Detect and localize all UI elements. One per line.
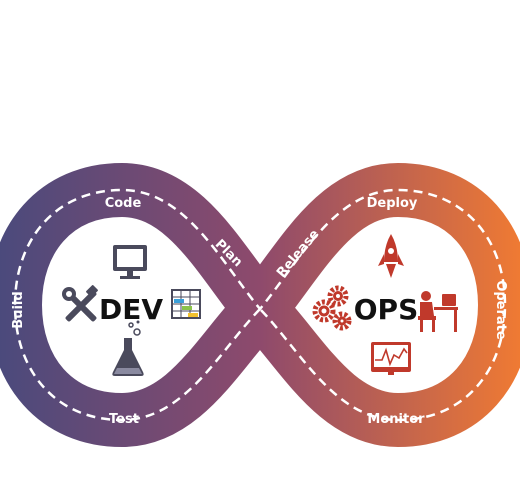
stage-label-code: Code [105,196,142,211]
flask-icon [112,320,144,376]
rocket-icon [378,234,404,278]
stage-label-operate: Operate [493,280,508,340]
gears-icon [312,285,352,331]
ops-title: OPS [354,293,419,326]
dev-title: DEV [99,293,163,326]
stage-label-deploy: Deploy [367,196,418,211]
monitoring-chart-icon [371,342,411,375]
stage-label-test: Test [109,412,139,427]
operator-at-desk-icon [418,291,458,332]
dashed-track [13,188,507,422]
stage-label-build: Build [11,291,26,328]
tools-icon [62,285,98,322]
gantt-chart-icon [171,289,201,319]
monitor-icon [113,245,147,279]
stage-label-monitor: Monitor [367,412,425,427]
